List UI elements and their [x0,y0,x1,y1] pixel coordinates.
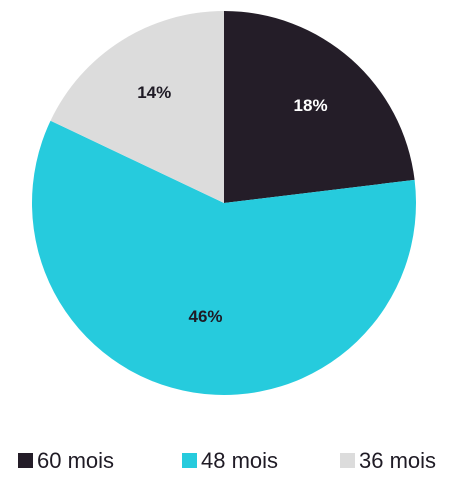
legend-label-36-mois: 36 mois [359,448,436,473]
data-label-36-mois: 14% [137,83,171,102]
pie-labels: 18% 46% 14% [137,83,327,326]
pie-slices [32,11,416,395]
legend-swatch-36-mois [340,453,355,468]
chart-legend: 60 mois 48 mois 36 mois [18,448,436,473]
pie-slice-36-mois [50,11,224,203]
data-label-60-mois: 18% [294,96,328,115]
legend-label-48-mois: 48 mois [201,448,278,473]
pie-slice-60-mois [224,11,415,203]
data-label-48-mois: 46% [189,307,223,326]
legend-swatch-48-mois [182,453,197,468]
legend-swatch-60-mois [18,453,33,468]
pie-slice-48-mois [32,120,416,395]
legend-label-60-mois: 60 mois [37,448,114,473]
